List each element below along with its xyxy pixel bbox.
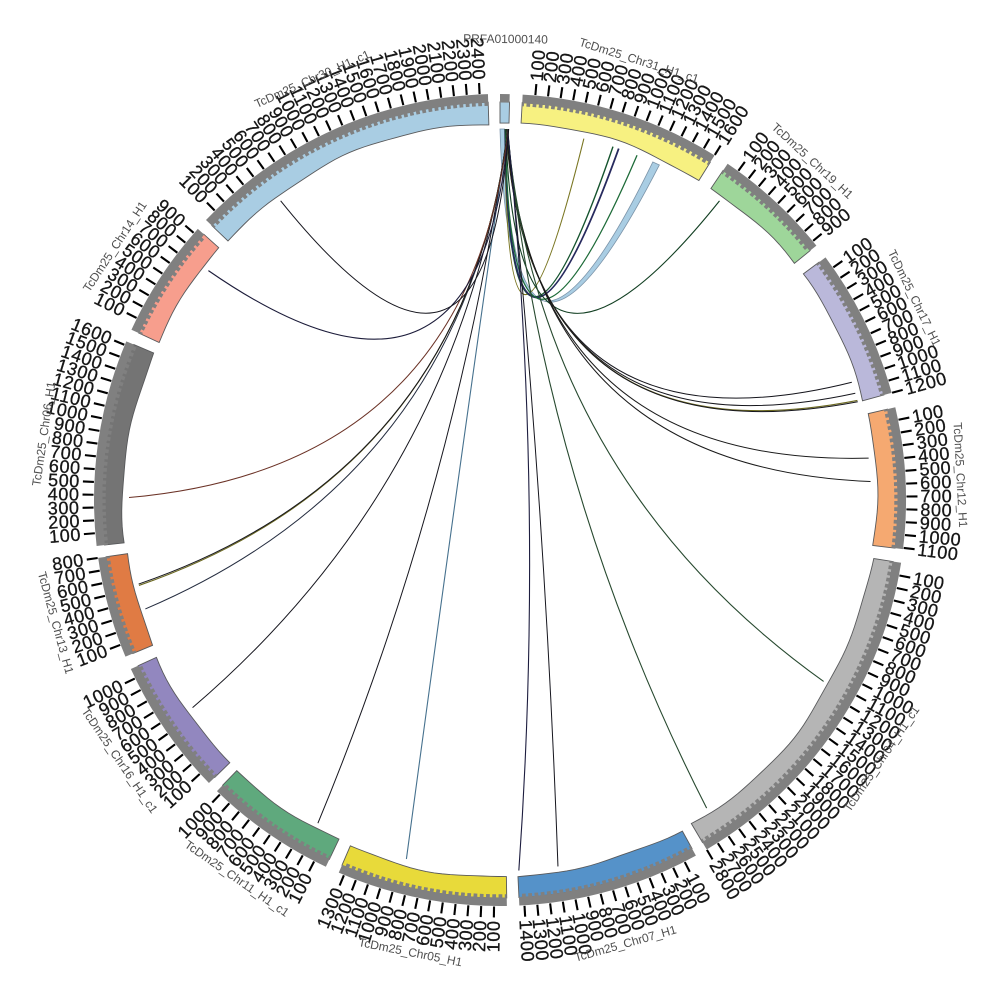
- svg-text:1400: 1400: [515, 919, 538, 963]
- svg-text:2400: 2400: [467, 37, 489, 80]
